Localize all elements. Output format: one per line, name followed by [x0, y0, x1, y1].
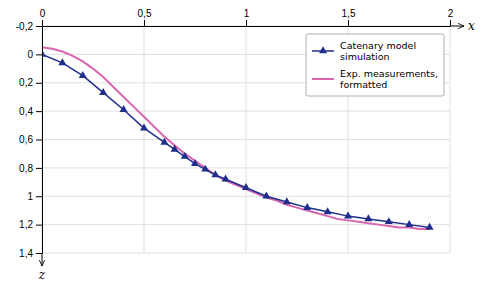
tick: 0,6: [19, 134, 42, 145]
tick: 0: [27, 49, 42, 60]
tick-mark: [36, 168, 42, 169]
tick: 1,5: [342, 8, 356, 26]
tick: 0,5: [138, 8, 152, 26]
marker: [364, 214, 372, 221]
legend-label-line: formatted: [340, 79, 387, 90]
x-axis: 0 0,5 1 1,5 2: [40, 8, 454, 27]
tick-label: 2: [448, 8, 454, 19]
tick: 0: [40, 8, 46, 26]
tick-label: 0: [40, 8, 46, 19]
marker: [191, 159, 199, 166]
series-line: [42, 54, 430, 227]
tick: 1,4: [19, 248, 42, 259]
tick: 2: [448, 8, 454, 26]
grid-line-y: [42, 224, 450, 225]
legend-label-line: simulation: [340, 51, 390, 62]
tick-mark: [36, 140, 42, 141]
legend-entry: Exp. measurements,formatted: [312, 68, 438, 90]
grid-line-y: [42, 139, 450, 140]
marker: [324, 207, 332, 214]
marker: [222, 175, 230, 182]
marker: [426, 223, 434, 230]
tick: 1,2: [19, 219, 42, 230]
marker: [283, 197, 291, 204]
y-axis-label: z: [38, 268, 46, 282]
tick-mark: [36, 196, 42, 197]
marker: [344, 211, 352, 218]
tick-mark: [36, 54, 42, 55]
tick-mark: [144, 20, 145, 26]
tick-label: 1: [244, 8, 250, 19]
tick: -0,2: [16, 21, 42, 32]
marker: [405, 220, 413, 227]
marker: [211, 170, 219, 177]
tick: 0,4: [19, 106, 42, 117]
tick: 1: [27, 191, 42, 202]
grid-line-y: [42, 196, 450, 197]
tick-label: 0,8: [19, 163, 33, 174]
tick-mark: [36, 225, 42, 226]
plot: 0 0,5 1 1,5 2 -0,2 0 0,2 0,4 0,6 0,8 1 1,2 1,4 x z Caten…: [16, 8, 475, 282]
tick-mark: [450, 20, 451, 26]
legend-label-line: Exp. measurements,: [340, 68, 438, 79]
tick-mark: [36, 26, 42, 27]
tick-label: -0,2: [16, 21, 34, 32]
axis-domain: [43, 26, 451, 27]
x-axis-label: x: [468, 19, 475, 33]
tick-mark: [246, 20, 247, 26]
marker: [140, 124, 148, 131]
legend: Catenary modelsimulation Exp. measurement…: [306, 34, 444, 96]
tick: 0,8: [19, 163, 42, 174]
tick: 1: [244, 8, 250, 26]
marker: [385, 217, 393, 224]
marker: [58, 58, 66, 65]
tick-label: 0,4: [19, 106, 33, 117]
grid-line-y: [42, 111, 450, 112]
grid-line-y: [42, 167, 450, 168]
tick-mark: [36, 111, 42, 112]
legend-marker: [319, 46, 327, 53]
x-axis-arrow: [450, 26, 464, 27]
tick-mark: [348, 20, 349, 26]
grid-line-y: [42, 253, 450, 254]
axis-domain: [42, 27, 43, 254]
grid: [42, 26, 450, 253]
marker: [242, 183, 250, 190]
marker: [79, 71, 87, 78]
legend-frame: [306, 34, 444, 96]
legend-label: Exp. measurements,formatted: [340, 68, 438, 90]
legend-label: Catenary modelsimulation: [340, 40, 416, 62]
tick-label: 0: [27, 49, 33, 60]
marker: [201, 165, 209, 172]
tick-label: 1: [27, 191, 33, 202]
tick-label: 1,4: [19, 248, 33, 259]
marker: [160, 138, 168, 145]
y-axis-arrow: [42, 253, 43, 266]
tick-label: 1,5: [342, 8, 356, 19]
tick-mark: [36, 83, 42, 84]
tick-mark: [36, 253, 42, 254]
marker: [120, 105, 128, 112]
marker: [99, 88, 107, 95]
marker: [262, 192, 270, 199]
tick-label: 1,2: [19, 219, 33, 230]
legend-swatch: [312, 78, 334, 80]
tick: 0,2: [19, 77, 42, 88]
tick-label: 0,5: [138, 8, 152, 19]
legend-entry: Catenary modelsimulation: [312, 40, 416, 62]
y-axis: -0,2 0 0,2 0,4 0,6 0,8 1 1,2 1,4: [16, 21, 43, 259]
tick-mark: [42, 20, 43, 26]
marker: [171, 145, 179, 152]
chart-svg: 0 0,5 1 1,5 2 -0,2 0 0,2 0,4 0,6 0,8 1 1,2 1,4 x z Caten…: [0, 0, 484, 289]
marker: [181, 152, 189, 159]
legend-label-line: Catenary model: [340, 40, 416, 51]
tick-label: 0,6: [19, 134, 33, 145]
marker: [303, 203, 311, 210]
chart-container: 0 0,5 1 1,5 2 -0,2 0 0,2 0,4 0,6 0,8 1 1,2 1,4 x z Caten…: [0, 0, 484, 289]
tick-label: 0,2: [19, 77, 33, 88]
